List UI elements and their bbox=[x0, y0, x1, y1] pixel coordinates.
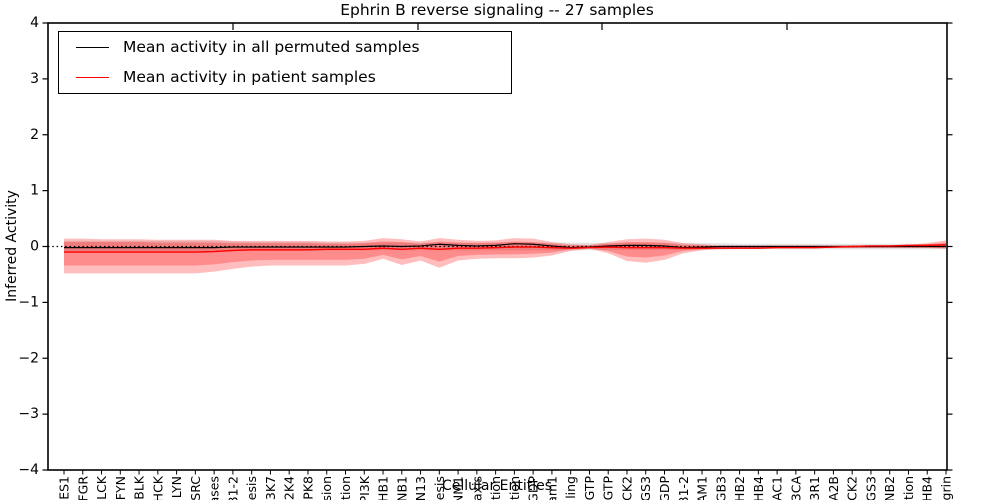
x-tick-label: EFNB1 bbox=[394, 476, 409, 500]
x-tick-label: EPHB4 bbox=[751, 476, 766, 500]
x-tick-label: regulation of stress fiber formation bbox=[507, 476, 522, 500]
y-tick-label: 1 bbox=[30, 183, 39, 199]
x-tick-label: Ephrin B2/EPHB4 bbox=[920, 476, 935, 500]
x-tick-label: Ephrin B2/EPHB1-2 bbox=[676, 476, 691, 500]
x-tick-label: LYN bbox=[169, 476, 184, 498]
y-tick-label: −3 bbox=[18, 406, 39, 422]
legend-item-permuted: Mean activity in all permuted samples bbox=[59, 32, 511, 62]
x-tick-label: mol:GTP bbox=[582, 476, 597, 500]
x-tick-label: neuron projection morphogenesis bbox=[432, 476, 447, 500]
y-axis-label: Inferred Activity bbox=[4, 190, 20, 302]
x-tick-label: PI3K bbox=[357, 475, 372, 500]
x-tick-label: Ephrin B1/EPHB1-2/Src Family Kinases bbox=[207, 476, 222, 500]
x-tick-label: SRC bbox=[188, 476, 203, 500]
x-tick-label: EPHB1 bbox=[376, 476, 391, 500]
series-patient-mean bbox=[64, 244, 947, 253]
x-tick-label: endothelial cell migration bbox=[338, 476, 353, 500]
x-tick-label: MAP3K7 bbox=[263, 476, 278, 500]
x-tick-label: endothelial cell proliferation bbox=[901, 476, 916, 500]
x-tick-label: regulation of focal adhesion formation bbox=[488, 476, 503, 500]
x-tick-label: RAC1 bbox=[770, 476, 785, 500]
chart-title: Ephrin B reverse signaling -- 27 samples bbox=[340, 1, 654, 19]
y-tick-label: −2 bbox=[18, 350, 39, 366]
x-tick-label: Ephrin B1/EPHB1-2/Tiam1 bbox=[544, 476, 559, 500]
x-tick-label: MAPK8 bbox=[300, 476, 315, 500]
y-tick-label: 3 bbox=[30, 71, 39, 87]
x-tick-label: mol:GDP bbox=[526, 476, 541, 500]
x-tick-label: EPHB2 bbox=[732, 476, 747, 500]
legend-label-patient: Mean activity in patient samples bbox=[123, 68, 376, 86]
x-tick-label: Ephrin B1/EPHB1-2/NCK2 bbox=[619, 476, 634, 500]
x-tick-label: NCK2 bbox=[845, 476, 860, 500]
permuted-line-swatch bbox=[76, 46, 109, 48]
x-tick-label: cell-cell signaling bbox=[563, 476, 578, 500]
x-tick-label: ITGB3 bbox=[713, 476, 728, 500]
x-tick-label: ITGA2B bbox=[826, 476, 841, 500]
y-tick-label: 0 bbox=[30, 239, 39, 255]
series-permuted-mean bbox=[64, 243, 946, 249]
x-tick-label: Ephrin B1/EPHB1-2 bbox=[225, 476, 240, 500]
x-tick-label: FGR bbox=[75, 476, 90, 500]
x-tick-label: MAP2K4 bbox=[282, 476, 297, 500]
x-tick-label: RGS3 bbox=[863, 476, 878, 500]
y-tick-label: −4 bbox=[18, 462, 39, 478]
x-tick-label: PTPN13 bbox=[413, 476, 428, 500]
x-tick-label: PIK3CA bbox=[788, 476, 803, 500]
x-tick-label: cell adhesion bbox=[319, 476, 334, 500]
x-tick-label: Ephrin B1/EPHB1-2/RGS3 bbox=[638, 476, 653, 500]
x-tick-label: chemotaxis bbox=[469, 476, 484, 500]
x-tick-label: BLK bbox=[132, 475, 147, 500]
x-tick-label: PIK3R1 bbox=[807, 476, 822, 500]
x-tick-label: HCK bbox=[150, 475, 165, 500]
x-tick-label: TIAM1 bbox=[695, 476, 710, 500]
x-tick-label: alphaIIb/beta3 Integrin bbox=[939, 476, 954, 500]
y-tick-label: 4 bbox=[30, 15, 39, 31]
x-tick-label: Rac1/GTP bbox=[601, 476, 616, 500]
patient-line-swatch bbox=[76, 76, 109, 78]
y-tick-label: 2 bbox=[30, 127, 39, 143]
legend-label-permuted: Mean activity in all permuted samples bbox=[123, 38, 420, 56]
x-tick-label: angiogenesis bbox=[244, 476, 259, 500]
x-tick-label: EFNB2 bbox=[882, 476, 897, 500]
x-tick-label: DNM1 bbox=[451, 476, 466, 500]
x-tick-label: LCK bbox=[94, 475, 109, 500]
legend-item-patient: Mean activity in patient samples bbox=[59, 62, 511, 92]
y-tick-label: −1 bbox=[18, 294, 39, 310]
x-tick-label: Rac1/GDP bbox=[657, 476, 672, 500]
legend: Mean activity in all permuted samples Me… bbox=[58, 31, 512, 94]
x-axis-label: Cellular Entities bbox=[441, 478, 553, 494]
x-tick-label: FYN bbox=[113, 476, 128, 500]
x-tick-label: YES1 bbox=[57, 476, 72, 500]
